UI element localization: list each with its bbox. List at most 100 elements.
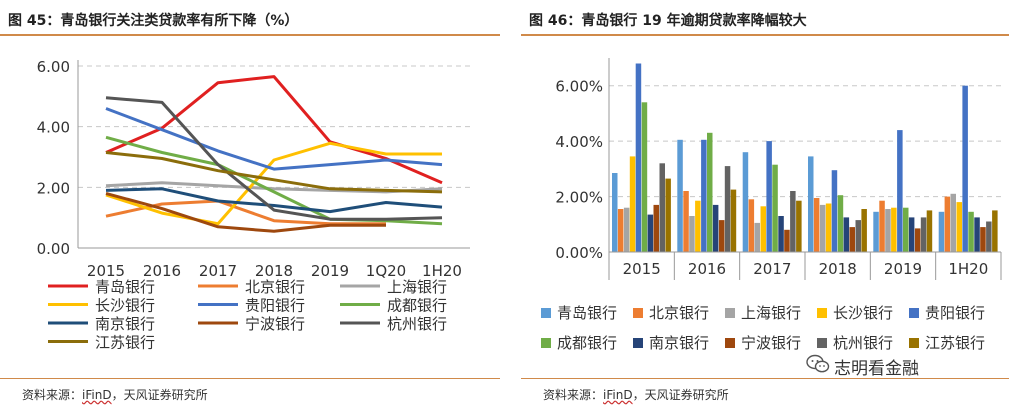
x-tick-label: 1H20 — [422, 262, 462, 280]
x-tick-label: 2016 — [143, 262, 181, 280]
series-line — [105, 191, 386, 233]
y-tick-label: 4.00% — [555, 133, 603, 151]
series-line — [105, 187, 443, 214]
wechat-icon — [806, 354, 830, 373]
right-figure-title: 图 46：青岛银行 19 年逾期贷款率降幅较大 — [529, 13, 807, 29]
right-title-rule — [521, 34, 1009, 36]
right-bar-chart: 0.00% 2.00% 4.00% 6.00% 2015 2016 2017 2018 2019… — [541, 58, 1002, 352]
legend-swatch — [541, 308, 551, 318]
bar — [766, 141, 772, 252]
legend-label: 宁波银行 — [741, 334, 801, 352]
x-tick-label: 2018 — [819, 260, 857, 278]
left-source-ifind: iFinD — [82, 388, 112, 402]
legend-label: 南京银行 — [649, 334, 709, 352]
legend-label: 南京银行 — [95, 315, 155, 333]
legend-label: 江苏银行 — [95, 334, 155, 352]
bar — [617, 209, 624, 252]
right-source-prefix: 资料来源： — [543, 388, 604, 402]
legend-label: 成都银行 — [387, 297, 447, 315]
series-line — [105, 107, 443, 171]
bar — [641, 102, 648, 252]
right-source-suffix: ，天风证券研究所 — [632, 388, 729, 402]
bar — [837, 195, 844, 252]
bar — [968, 211, 974, 252]
bar — [659, 163, 665, 252]
series-line — [105, 75, 443, 185]
bar — [653, 204, 659, 252]
left-figure: 图 45：青岛银行关注类贷款率有所下降（%） 0.00 2.00 4.00 6.00 2… — [0, 0, 500, 411]
right-source: 资料来源：iFinD，天风证券研究所 — [543, 386, 729, 403]
bar — [825, 203, 832, 252]
x-tick-label: 2017 — [753, 260, 791, 278]
x-tick-label: 2019 — [884, 260, 922, 278]
bar — [944, 196, 951, 252]
legend-label: 杭州银行 — [833, 334, 893, 352]
bar — [790, 191, 796, 252]
right-source-ifind: iFinD — [603, 388, 633, 402]
x-tick-label: 2018 — [255, 262, 293, 280]
series-line — [105, 151, 443, 194]
bar — [908, 217, 915, 252]
legend-label: 上海银行 — [741, 304, 801, 322]
legend-label: 青岛银行 — [95, 278, 155, 296]
bar — [926, 210, 933, 252]
bar — [980, 227, 986, 252]
bar — [903, 207, 909, 252]
bar — [873, 211, 879, 252]
bar — [813, 198, 820, 252]
bar — [855, 220, 861, 252]
series-line — [105, 96, 443, 221]
legend-label: 江苏银行 — [925, 334, 985, 352]
x-tick-label: 2019 — [311, 262, 349, 280]
bar — [956, 202, 962, 252]
legend-swatch — [909, 338, 919, 348]
bar — [701, 139, 707, 252]
y-tick-label: 4.00 — [37, 119, 70, 137]
left-title-rule — [0, 34, 500, 36]
bar — [962, 85, 968, 252]
bar — [861, 209, 867, 252]
bar — [885, 209, 891, 252]
y-tick-label: 6.00% — [555, 78, 603, 96]
bar — [623, 207, 630, 252]
bar — [808, 156, 814, 252]
bar — [629, 156, 636, 252]
legend-label: 贵阳银行 — [925, 304, 985, 322]
bar — [612, 173, 618, 252]
bar — [707, 132, 713, 252]
bar — [938, 211, 945, 252]
legend-swatch — [541, 338, 551, 348]
bar — [843, 217, 850, 252]
legend-swatch — [633, 308, 643, 318]
bar — [778, 216, 784, 252]
legend-swatch — [725, 308, 735, 318]
bar — [974, 217, 980, 252]
bar — [784, 229, 790, 252]
bar — [748, 199, 755, 252]
legend-swatch — [725, 338, 735, 348]
y-tick-label: 0.00% — [555, 244, 603, 262]
bar — [742, 152, 749, 252]
y-tick-label: 2.00 — [37, 179, 70, 197]
bar — [730, 189, 737, 252]
bar — [920, 217, 927, 252]
legend-label: 上海银行 — [387, 278, 447, 296]
left-source-rule — [0, 378, 500, 379]
left-source: 资料来源：iFinD，天风证券研究所 — [22, 386, 208, 403]
legend-swatch — [817, 308, 827, 318]
bar — [992, 210, 998, 252]
bar — [689, 216, 695, 252]
x-tick-label: 1H20 — [948, 260, 988, 278]
bar — [950, 193, 956, 252]
series-line — [105, 141, 442, 226]
bar — [819, 204, 826, 252]
legend-swatch — [817, 338, 827, 348]
watermark-text: 志明看金融 — [834, 359, 919, 379]
left-source-suffix: ，天风证券研究所 — [111, 388, 208, 402]
left-source-prefix: 资料来源： — [22, 388, 83, 402]
bar — [718, 220, 725, 252]
x-tick-label: 2017 — [199, 262, 237, 280]
legend-label: 长沙银行 — [95, 297, 155, 315]
y-tick-label: 6.00 — [37, 58, 70, 76]
bar — [772, 164, 778, 252]
